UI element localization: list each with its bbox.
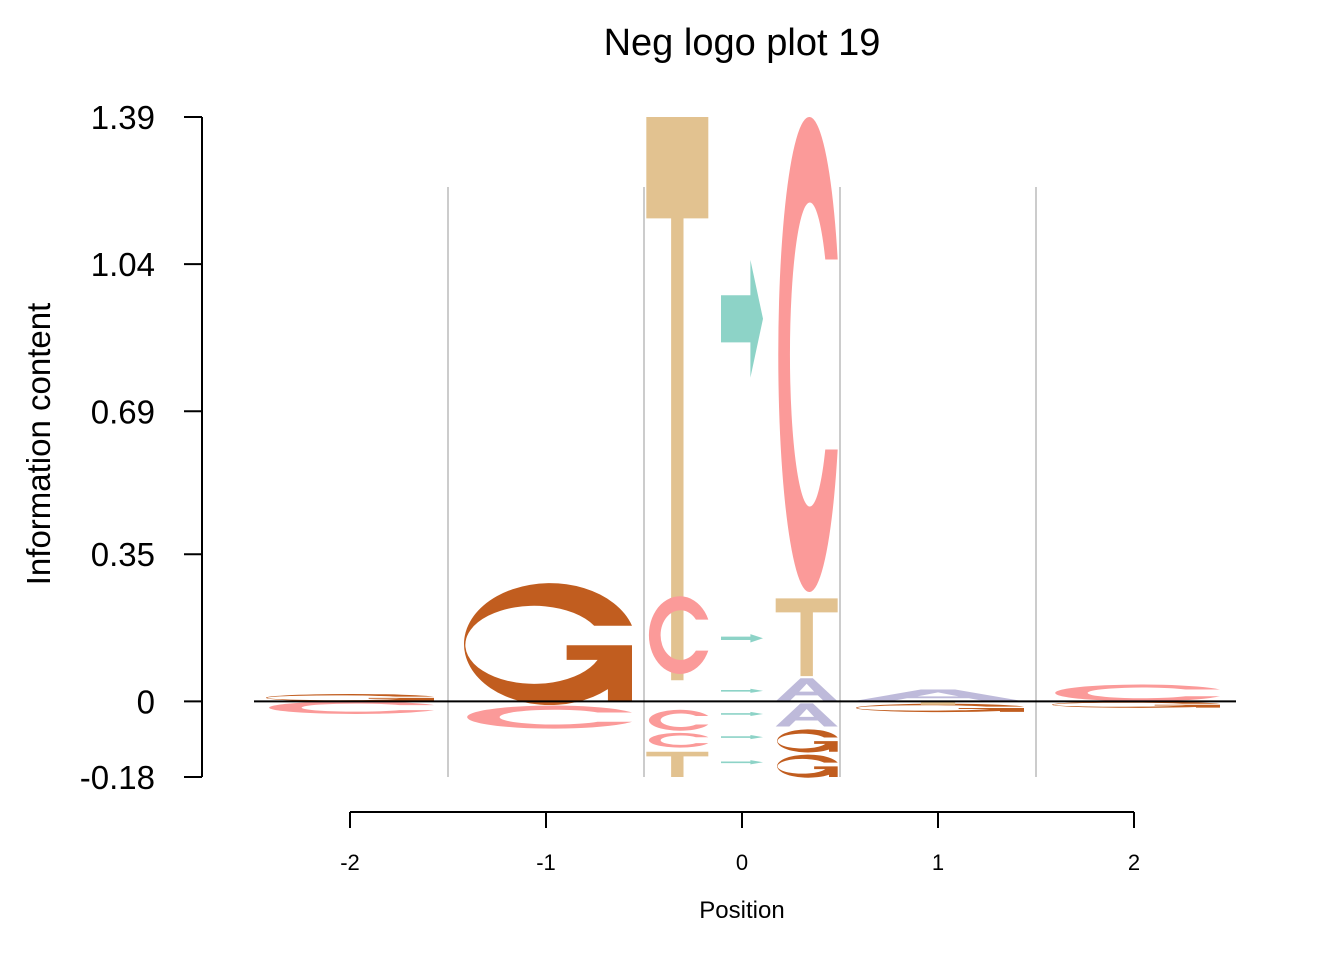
logo-letter-shape (852, 701, 1024, 705)
y-tick-label: -0.18 (80, 759, 155, 796)
logo-letter-g-col0-0 (265, 693, 434, 702)
chart-title: Neg logo plot 19 (604, 22, 881, 64)
logo-letter-t-col2-4 (646, 751, 709, 777)
logo-letter-arrow-col3-5 (721, 760, 763, 765)
logo-letter-shape (265, 693, 434, 702)
logo-letter-g-col6-1 (1051, 701, 1220, 708)
logo-letter-shape (646, 751, 709, 777)
logo-letter-shape (648, 732, 709, 748)
logo-letter-shape (777, 754, 838, 778)
y-tick-label: 1.39 (91, 99, 155, 136)
logo-letters (265, 116, 1220, 778)
logo-letter-arrow-col3-1 (721, 634, 763, 643)
logo-letter-a-col4-3 (775, 703, 838, 727)
logo-letter-g-col4-5 (777, 754, 838, 778)
logo-letter-arrow-col3-0 (721, 259, 763, 378)
logo-letter-shape (721, 634, 763, 643)
logo-letter-c-col4-0 (778, 116, 838, 593)
logo-letter-shape (646, 117, 709, 681)
logo-letter-c-col2-2 (648, 709, 709, 731)
y-tick-label: 0.35 (91, 536, 155, 573)
logo-letter-shape (648, 596, 709, 675)
logo-letter-t-col2-0 (646, 117, 709, 681)
logo-letter-shape (648, 709, 709, 731)
logo-letter-shape (778, 116, 838, 593)
logo-letter-shape (721, 734, 763, 740)
y-tick-label: 0 (137, 683, 155, 720)
logo-letter-shape (775, 598, 838, 677)
logo-letter-shape (463, 583, 632, 706)
logo-letter-shape (855, 703, 1024, 713)
logo-letter-shape (467, 705, 632, 729)
x-axis-label: Position (699, 897, 784, 924)
logo-letter-shape (852, 689, 1024, 702)
y-axis-label: Information content (20, 303, 57, 586)
logo-letter-g-col1-0 (463, 583, 632, 706)
logo-letter-c-col1-1 (467, 705, 632, 729)
logo-letter-shape (775, 678, 838, 702)
logo-letter-shape (269, 701, 434, 714)
logo-letter-arrow-col3-2 (721, 688, 763, 693)
logo-letter-arrow-col3-4 (721, 734, 763, 740)
y-tick-label: 0.69 (91, 393, 155, 430)
x-tick-label: -2 (340, 850, 360, 875)
logo-letter-g-col4-4 (777, 729, 838, 753)
logo-letter-c-col2-3 (648, 732, 709, 748)
logo-letter-c-col6-0 (1055, 684, 1220, 702)
y-tick-label: 1.04 (91, 246, 155, 283)
x-tick-label: -1 (536, 850, 556, 875)
logo-letter-shape (775, 703, 838, 727)
logo-letter-t-col5-2 (852, 701, 1024, 705)
logo-letter-c-col2-1 (648, 596, 709, 675)
logo-letter-shape (777, 729, 838, 753)
x-tick-label: 0 (736, 850, 748, 875)
logo-letter-c-col0-1 (269, 701, 434, 714)
axes: 1.39 1.04 0.69 0.35 0 -0.18 -2 -1 0 1 2 (80, 99, 1236, 875)
logo-letter-arrow-col3-3 (721, 711, 763, 717)
logo-letter-a-col4-2 (775, 678, 838, 702)
logo-letter-a-col5-0 (852, 689, 1024, 702)
logo-letter-shape (1051, 701, 1220, 708)
x-tick-label: 2 (1128, 850, 1140, 875)
x-tick-label: 1 (932, 850, 944, 875)
logo-letter-shape (721, 760, 763, 765)
logo-letter-shape (1055, 684, 1220, 702)
logo-letter-shape (721, 711, 763, 717)
logo-letter-shape (721, 259, 763, 378)
logo-letter-t-col4-1 (775, 598, 838, 677)
logo-letter-shape (721, 688, 763, 693)
logo-letter-g-col5-1 (855, 703, 1024, 713)
grid-lines (447, 187, 1037, 777)
